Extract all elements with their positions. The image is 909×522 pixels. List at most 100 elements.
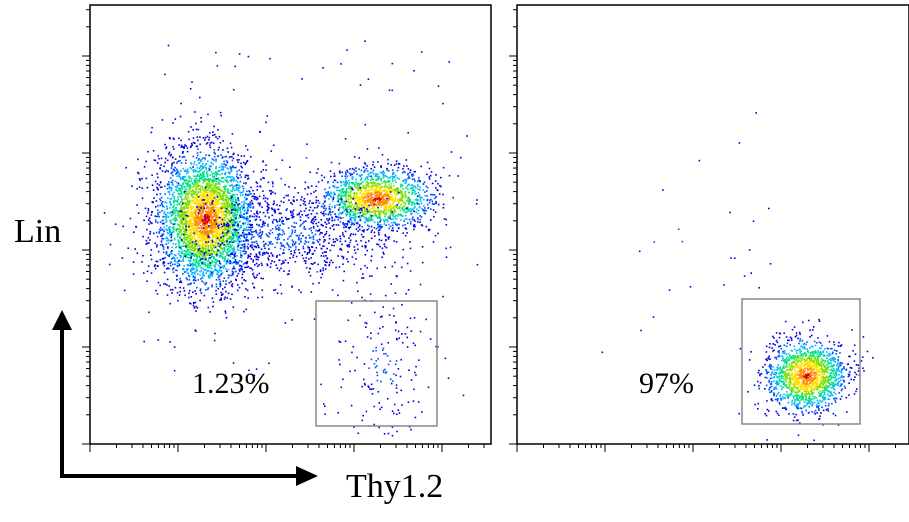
event-dot xyxy=(146,280,148,282)
event-dot xyxy=(202,202,204,205)
event-dot xyxy=(186,264,189,266)
event-dot xyxy=(158,228,161,231)
event-dot xyxy=(162,229,165,232)
event-dot xyxy=(181,178,184,180)
event-dot xyxy=(235,179,238,182)
event-dot xyxy=(221,239,223,242)
event-dot xyxy=(212,206,214,208)
event-dot xyxy=(384,181,387,184)
event-dot xyxy=(189,302,191,304)
event-dot xyxy=(173,197,175,200)
event-dot xyxy=(186,198,188,201)
event-dot xyxy=(395,194,397,196)
event-dot xyxy=(372,198,375,201)
event-dot xyxy=(190,271,192,273)
event-dot xyxy=(202,272,204,275)
event-dot xyxy=(215,171,217,173)
event-dot xyxy=(237,161,239,163)
event-dot xyxy=(176,204,179,206)
event-dot xyxy=(400,203,402,206)
event-dot xyxy=(191,263,194,266)
event-dot xyxy=(195,255,197,257)
event-dot xyxy=(199,136,201,138)
event-dot xyxy=(356,195,359,197)
event-dot xyxy=(380,196,383,198)
event-dot xyxy=(169,177,172,179)
event-dot xyxy=(225,234,228,236)
event-dot xyxy=(271,207,273,209)
event-dot xyxy=(192,192,194,195)
event-dot xyxy=(351,167,354,170)
event-dot xyxy=(315,185,318,188)
event-dot xyxy=(226,176,229,178)
event-dot xyxy=(226,254,228,256)
event-dot xyxy=(187,268,189,270)
event-dot xyxy=(435,200,437,203)
event-dot xyxy=(205,154,207,156)
event-dot xyxy=(207,197,209,199)
event-dot xyxy=(240,162,242,165)
event-dot xyxy=(340,184,343,187)
event-dot xyxy=(195,188,197,190)
event-dot xyxy=(374,211,377,213)
event-dot xyxy=(208,208,210,211)
event-dot xyxy=(215,172,218,174)
event-dot xyxy=(211,158,214,160)
event-dot xyxy=(276,204,278,206)
event-dot xyxy=(227,195,229,198)
event-dot xyxy=(222,241,225,244)
event-dot xyxy=(192,304,195,307)
event-dot xyxy=(239,240,241,242)
event-dot xyxy=(327,181,329,183)
event-dot xyxy=(200,168,203,171)
event-dot xyxy=(169,207,171,209)
event-dot xyxy=(176,160,179,163)
event-dot xyxy=(241,208,244,210)
event-dot xyxy=(190,193,193,196)
event-dot xyxy=(204,254,207,256)
event-dot xyxy=(213,258,216,260)
event-dot xyxy=(209,273,212,275)
event-dot xyxy=(371,202,373,204)
event-dot xyxy=(250,228,252,231)
event-dot xyxy=(165,147,167,150)
event-dot xyxy=(225,260,227,262)
event-dot xyxy=(199,176,202,179)
event-dot xyxy=(235,270,237,273)
event-dot xyxy=(230,237,233,240)
event-dot xyxy=(180,281,183,284)
event-dot xyxy=(341,206,343,208)
event-dot xyxy=(421,207,423,210)
event-dot xyxy=(194,301,197,304)
event-dot xyxy=(156,245,158,248)
event-dot xyxy=(360,189,362,192)
event-dot xyxy=(394,197,397,200)
event-dot xyxy=(229,171,232,173)
event-dot xyxy=(215,260,218,263)
event-dot xyxy=(397,192,399,194)
event-dot xyxy=(189,260,192,263)
event-dot xyxy=(202,243,204,245)
event-dot xyxy=(235,260,237,262)
event-dot xyxy=(364,187,366,189)
event-dot xyxy=(228,237,231,240)
event-dot xyxy=(240,171,243,173)
event-dot xyxy=(171,187,173,190)
event-dot xyxy=(207,113,209,116)
event-dot xyxy=(189,188,191,191)
event-dot xyxy=(216,209,218,211)
event-dot xyxy=(169,202,172,204)
event-dot xyxy=(220,208,223,211)
event-dot xyxy=(178,188,181,190)
event-dot xyxy=(216,198,218,200)
event-dot xyxy=(379,194,382,197)
event-dot xyxy=(186,247,188,249)
event-dot xyxy=(162,215,164,218)
event-dot xyxy=(233,179,236,181)
event-dot xyxy=(193,263,196,265)
event-dot xyxy=(374,182,376,184)
event-dot xyxy=(422,183,425,186)
event-dot xyxy=(236,289,239,292)
event-dot xyxy=(209,144,211,146)
event-dot xyxy=(364,210,367,212)
